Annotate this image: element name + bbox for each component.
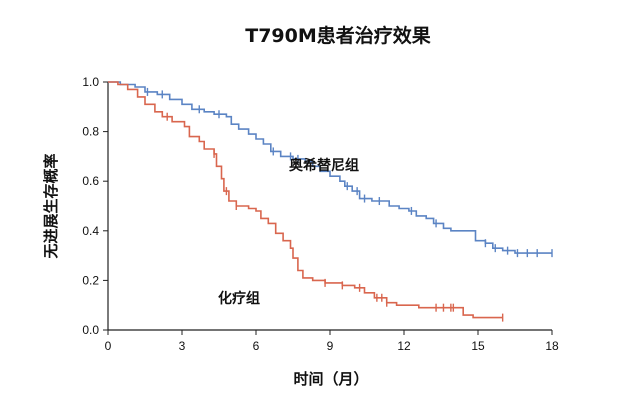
series-0 [108, 81, 553, 258]
x-tick-label: 15 [471, 339, 485, 353]
ticks: 0 3 6 9 12 15 18 0.0 0.2 0.4 0.6 0.8 1.0 [82, 75, 559, 353]
x-tick-label: 0 [105, 339, 112, 353]
x-tick-label: 6 [253, 339, 260, 353]
y-tick-label: 1.0 [82, 75, 99, 89]
x-tick-label: 18 [545, 339, 559, 353]
curves [108, 81, 553, 322]
y-tick-label: 0.2 [82, 273, 99, 287]
survival-curve [108, 81, 503, 319]
chart-title: T790M患者治疗效果 [245, 24, 431, 47]
series-1 [108, 81, 504, 322]
x-tick-label: 9 [327, 339, 334, 353]
axes [107, 82, 552, 331]
y-tick-label: 0.6 [82, 174, 99, 188]
y-tick-label: 0.0 [82, 323, 99, 337]
y-tick-label: 0.4 [82, 224, 99, 238]
survival-curve [108, 81, 552, 254]
x-tick-label: 12 [397, 339, 411, 353]
y-axis-title: 无进展生存概率 [42, 153, 60, 259]
series-label-osimertinib: 奥希替尼组 [289, 157, 359, 174]
x-axis-title: 时间（月） [293, 370, 368, 388]
x-tick-label: 3 [179, 339, 186, 353]
y-tick-label: 0.8 [82, 125, 99, 139]
series-label-chemotherapy: 化疗组 [218, 290, 260, 307]
